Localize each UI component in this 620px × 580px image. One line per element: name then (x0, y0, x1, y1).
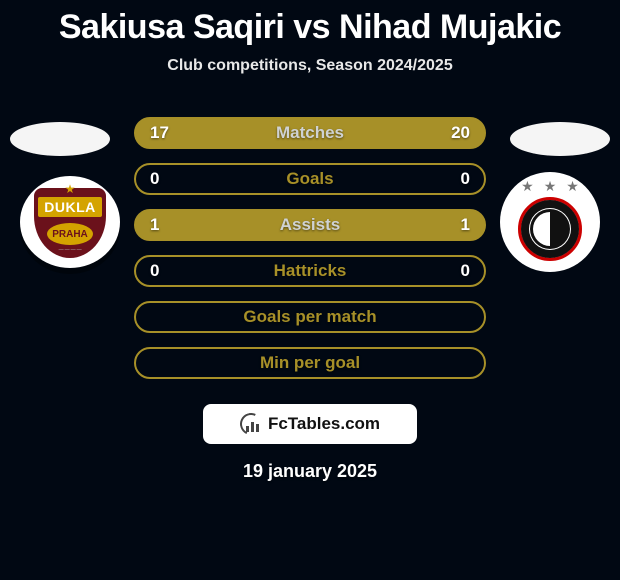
metric-value-left: 0 (150, 169, 159, 189)
right-photo-placeholder (510, 122, 610, 156)
metric-value-left: 17 (150, 123, 169, 143)
infographic-root: { "title": "Sakiusa Saqiri vs Nihad Muja… (0, 0, 620, 580)
fctables-logo-icon (240, 413, 262, 435)
metric-label: Hattricks (274, 261, 347, 281)
crest-name-left: DUKLA (36, 195, 104, 219)
metric-value-right: 1 (461, 215, 470, 235)
fctables-text: FcTables.com (268, 414, 380, 434)
metric-value-right: 0 (461, 169, 470, 189)
metric-row-assists: Assists 1 1 (134, 209, 486, 241)
metric-value-right: 20 (451, 123, 470, 143)
metric-row-goals-per-match: Goals per match (134, 301, 486, 333)
metric-label: Assists (280, 215, 340, 235)
star-icon: ★ (521, 178, 534, 195)
comparison-bars: Matches1720Goals00Assists11Hattricks00Go… (134, 117, 486, 379)
fctables-brand: FcTables.com (203, 404, 417, 444)
left-team-crest: ★ DUKLA PRAHA — — — — (20, 172, 120, 272)
crest-subname-left: PRAHA (47, 223, 93, 245)
metric-row-min-per-goal: Min per goal (134, 347, 486, 379)
metric-value-right: 0 (461, 261, 470, 281)
right-team-crest: ★ ★ ★ (500, 172, 600, 272)
crest-footer-left: — — — — (59, 247, 82, 253)
star-icon: ★ (544, 178, 557, 195)
metric-value-left: 0 (150, 261, 159, 281)
metric-row-goals: Goals 0 0 (134, 163, 486, 195)
subtitle: Club competitions, Season 2024/2025 (0, 57, 620, 75)
date-label: 19 january 2025 (0, 461, 620, 482)
star-icon: ★ (65, 182, 76, 196)
metric-label: Goals (286, 169, 333, 189)
metric-label: Matches (276, 123, 344, 143)
left-photo-placeholder (10, 122, 110, 156)
star-icon: ★ (566, 178, 579, 195)
metric-row-hattricks: Hattricks 0 0 (134, 255, 486, 287)
metric-row-matches: Matches 17 20 (134, 117, 486, 149)
metric-label: Min per goal (260, 353, 360, 373)
metric-value-left: 1 (150, 215, 159, 235)
page-title: Sakiusa Saqiri vs Nihad Mujakic (0, 0, 620, 47)
metric-label: Goals per match (243, 307, 376, 327)
